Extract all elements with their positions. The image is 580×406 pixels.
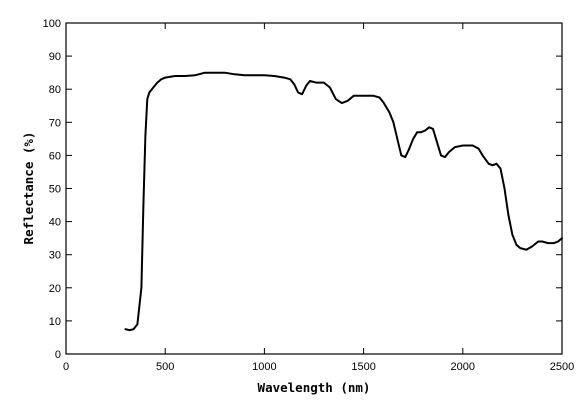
y-tick-label: 80	[49, 84, 61, 96]
y-tick-label: 20	[49, 283, 61, 295]
x-tick-label: 0	[63, 361, 69, 373]
y-tick-label: 100	[43, 18, 61, 30]
x-tick-label: 2000	[451, 361, 475, 373]
x-axis-title: Wavelength (nm)	[258, 380, 371, 395]
y-tick-label: 70	[49, 117, 61, 129]
y-axis-title: Reflectance (%)	[21, 132, 36, 245]
x-tick-label: 2500	[550, 361, 574, 373]
x-tick-label: 1500	[351, 361, 375, 373]
x-axis: 0 500 1000 1500 2000 2500	[63, 23, 574, 373]
y-tick-label: 0	[55, 349, 61, 361]
y-tick-label: 40	[49, 217, 61, 229]
x-tick-label: 500	[156, 361, 174, 373]
y-tick-label: 60	[49, 150, 61, 162]
reflectance-line	[124, 71, 563, 332]
y-tick-label: 50	[49, 184, 61, 196]
y-tick-label: 30	[49, 250, 61, 262]
y-axis: 0 10 20 30 40 50 60 70 80 90 100	[43, 18, 562, 361]
y-tick-label: 90	[49, 51, 61, 63]
y-tick-label: 10	[49, 316, 61, 328]
x-tick-label: 1000	[252, 361, 276, 373]
